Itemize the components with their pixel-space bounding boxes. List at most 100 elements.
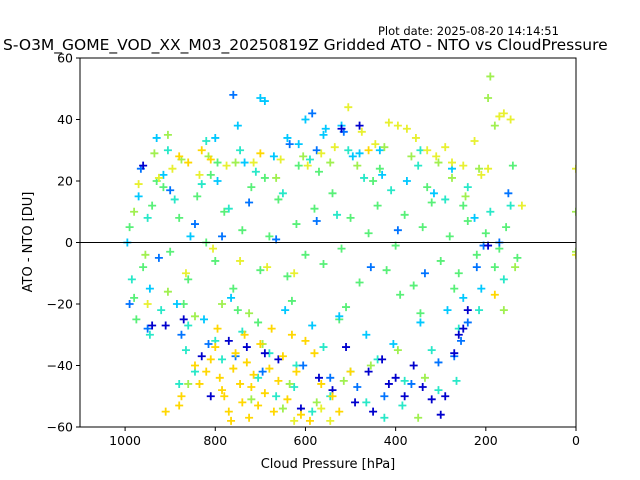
data-point (310, 204, 319, 213)
data-point (236, 256, 245, 265)
data-point (499, 306, 508, 315)
data-point (163, 130, 172, 139)
data-point (396, 290, 405, 299)
x-tick-label: 800 (203, 433, 227, 448)
data-point (364, 146, 373, 155)
data-point (450, 349, 459, 358)
data-point (184, 321, 193, 330)
data-point (384, 118, 393, 127)
data-point (190, 220, 199, 229)
data-point (362, 330, 371, 339)
data-point (384, 379, 393, 388)
data-point (256, 149, 265, 158)
data-point (416, 309, 425, 318)
data-point (233, 306, 242, 315)
data-point (448, 173, 456, 182)
data-point (572, 247, 576, 256)
data-point (247, 383, 256, 392)
data-point (572, 164, 576, 173)
data-point (317, 149, 326, 158)
data-point (206, 170, 215, 179)
data-point (163, 146, 172, 155)
data-point (502, 223, 511, 232)
data-point (278, 189, 287, 198)
data-point (389, 339, 398, 348)
data-point (227, 416, 236, 425)
data-point (240, 158, 249, 167)
data-point (172, 300, 181, 308)
data-point (184, 275, 193, 284)
data-point (236, 379, 245, 388)
data-point (254, 401, 263, 410)
data-point (294, 161, 303, 170)
data-point (260, 97, 269, 106)
data-point (161, 407, 170, 416)
data-point (321, 124, 330, 133)
data-point (202, 367, 211, 376)
data-point (409, 361, 418, 370)
data-point (353, 161, 362, 170)
data-point (215, 373, 224, 382)
data-point (299, 361, 308, 370)
data-point (231, 349, 240, 358)
data-point (256, 266, 265, 275)
data-point (254, 318, 263, 327)
data-point (152, 133, 161, 142)
data-point (130, 293, 139, 302)
data-point (344, 103, 353, 112)
data-point (375, 146, 384, 155)
data-point (513, 253, 522, 262)
data-point (211, 133, 220, 142)
data-point (305, 155, 314, 164)
data-point (299, 152, 308, 161)
data-point (391, 373, 400, 382)
data-point (434, 158, 443, 167)
data-point (382, 266, 391, 275)
data-point (504, 189, 513, 198)
data-point (148, 321, 157, 330)
data-point (287, 330, 296, 339)
data-point (283, 272, 292, 281)
data-point (477, 284, 486, 293)
data-point (400, 376, 409, 385)
data-point (475, 164, 484, 173)
data-point (475, 306, 484, 315)
data-point (220, 207, 229, 216)
data-point (454, 269, 463, 278)
data-point (231, 158, 240, 167)
data-point (125, 300, 134, 308)
data-point (407, 152, 416, 161)
data-point (393, 226, 402, 235)
data-point (312, 146, 321, 155)
data-point (572, 250, 576, 259)
data-point (127, 275, 136, 284)
data-point (166, 247, 175, 256)
data-point (461, 192, 470, 201)
data-point (326, 158, 335, 167)
data-point (427, 346, 436, 355)
data-point (490, 121, 499, 130)
plot-date: Plot date: 2025-08-20 14:14:51 (378, 24, 559, 38)
data-point (319, 260, 328, 269)
y-axis: −60 −40 −20 0 20 40 60 (47, 51, 80, 435)
data-point (486, 72, 495, 81)
data-point (245, 413, 254, 422)
data-point (278, 404, 287, 413)
data-point (364, 367, 373, 376)
data-point (218, 355, 227, 364)
data-point (499, 109, 508, 118)
data-point (317, 404, 326, 413)
data-point (477, 170, 486, 179)
data-point (190, 361, 199, 370)
data-point (357, 127, 366, 136)
data-point (472, 250, 481, 259)
data-point (274, 195, 283, 204)
data-point (348, 152, 357, 161)
data-point (211, 343, 220, 352)
data-point (238, 226, 247, 235)
data-point (294, 140, 303, 149)
data-point (206, 355, 215, 364)
y-tick-label: 0 (65, 235, 73, 250)
data-point (517, 201, 526, 210)
data-point (181, 269, 190, 278)
